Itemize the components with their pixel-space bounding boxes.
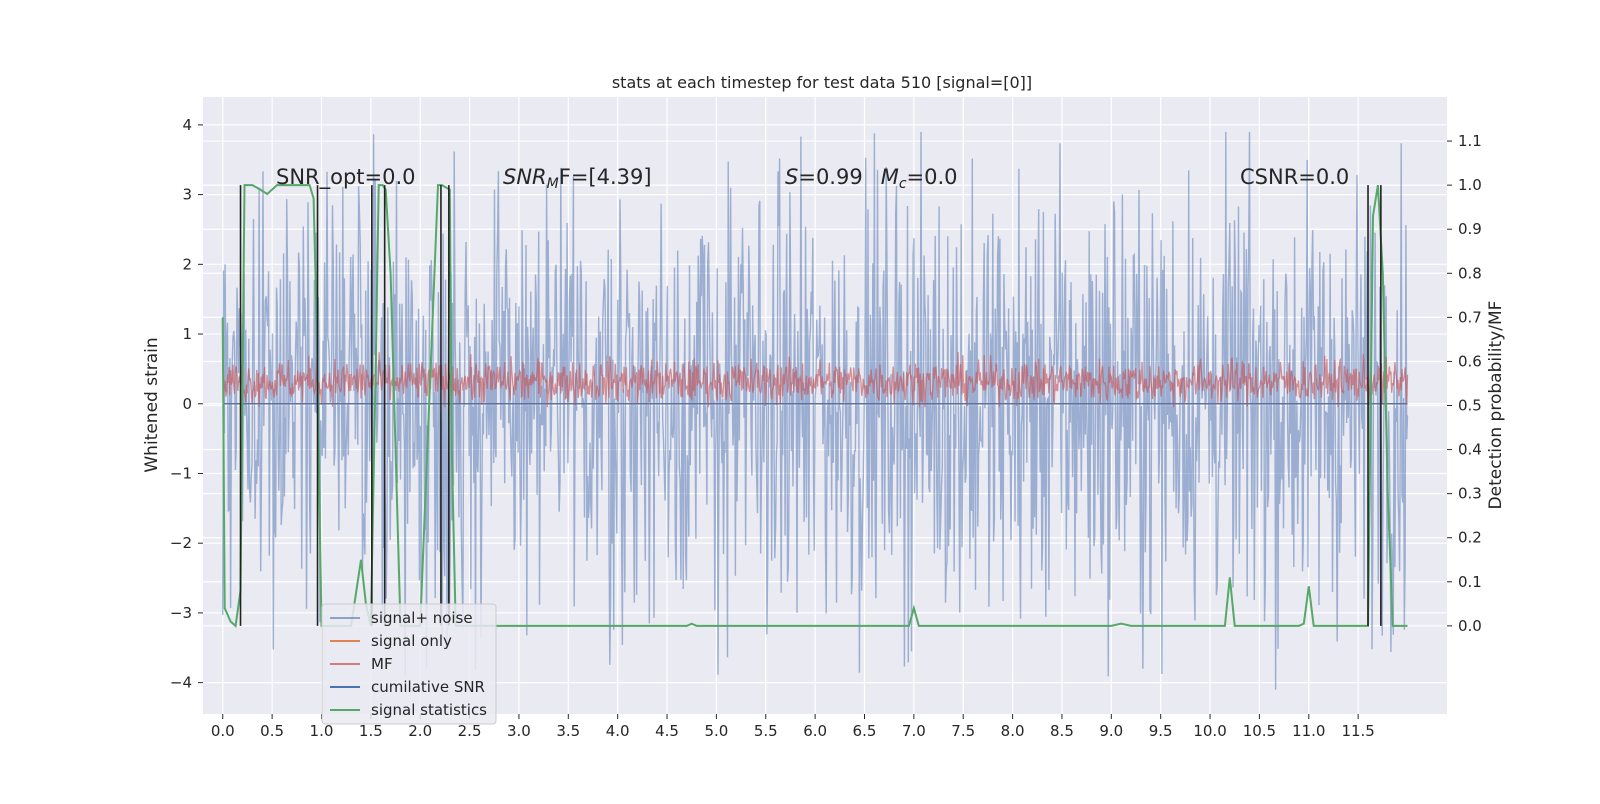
- x-tick-label: 8.0: [1001, 722, 1025, 740]
- y-right-tick-label: 0.2: [1458, 529, 1482, 547]
- y-left-tick-label: −1: [170, 464, 192, 482]
- s-symbol: S: [785, 165, 798, 189]
- chart-title: stats at each timestep for test data 510…: [612, 73, 1032, 92]
- y-left-tick-label: −2: [170, 534, 192, 552]
- annotation-snr-opt: SNR_opt=0.0: [276, 165, 416, 190]
- tick-labels: 0.0 0.5 1.0 1.5 2.0 2.5 3.0 3.5 4.0 4.5 5.0 5.5 6.0 6…: [170, 116, 1482, 740]
- mc-subscript: c: [899, 176, 907, 192]
- y-right-tick-label: 0.9: [1458, 220, 1482, 238]
- legend-label: signal+ noise: [371, 609, 473, 627]
- annotation-s-mc: S=0.99 Mc=0.0: [785, 165, 958, 192]
- y-left-tick-label: 2: [182, 255, 192, 273]
- y-right-tick-label: 0.5: [1458, 397, 1482, 415]
- snr-mf-symbol: SNR: [503, 165, 547, 189]
- legend-label: signal statistics: [371, 701, 487, 719]
- y-left-tick-label: 4: [182, 116, 192, 134]
- y-right-tick-label: 0.3: [1458, 485, 1482, 503]
- x-tick-label: 7.0: [902, 722, 926, 740]
- legend-label: cumilative SNR: [371, 678, 485, 696]
- x-tick-label: 10.0: [1193, 722, 1226, 740]
- x-tick-label: 4.5: [655, 722, 679, 740]
- y-axis-label-left: Whitened strain: [142, 337, 162, 472]
- x-tick-label: 8.5: [1050, 722, 1074, 740]
- x-tick-label: 9.0: [1099, 722, 1123, 740]
- y-right-tick-label: 0.7: [1458, 308, 1482, 326]
- annotation-snr-mf: SNRMF=[4.39]: [503, 165, 652, 192]
- x-tick-label: 0.5: [260, 722, 284, 740]
- y-right-tick-label: 0.8: [1458, 264, 1482, 282]
- mc-value: =0.0: [907, 165, 958, 189]
- x-tick-label: 11.0: [1292, 722, 1325, 740]
- vertical-markers: [239, 185, 1382, 626]
- legend-label: signal only: [371, 632, 452, 650]
- x-tick-label: 9.5: [1149, 722, 1173, 740]
- y-right-tick-label: 0.6: [1458, 352, 1482, 370]
- x-tick-label: 2.0: [408, 722, 432, 740]
- x-tick-label: 4.0: [606, 722, 630, 740]
- y-left-tick-label: 0: [182, 395, 192, 413]
- y-right-tick-label: 0.1: [1458, 573, 1482, 591]
- legend-label: MF: [371, 655, 393, 673]
- x-tick-label: 7.5: [951, 722, 975, 740]
- x-tick-label: 10.5: [1243, 722, 1276, 740]
- x-tick-label: 0.0: [211, 722, 235, 740]
- x-tick-label: 3.5: [556, 722, 580, 740]
- snr-mf-value: F=[4.39]: [559, 165, 652, 189]
- series-mf: [222, 351, 1409, 408]
- y-right-tick-label: 1.0: [1458, 176, 1482, 194]
- y-left-tick-label: 1: [182, 325, 192, 343]
- x-tick-label: 6.0: [803, 722, 827, 740]
- legend: signal+ noise signal only MF cumilative SNR…: [321, 603, 497, 725]
- x-tick-label: 3.0: [507, 722, 531, 740]
- annotation-csnr: CSNR=0.0: [1240, 165, 1349, 189]
- x-tick-label: 1.5: [359, 722, 383, 740]
- y-left-tick-label: −3: [170, 604, 192, 622]
- legend-box: [321, 603, 497, 725]
- s-value: =0.99: [798, 165, 862, 189]
- snr-mf-subscript: M: [547, 176, 559, 192]
- y-right-tick-label: 0.0: [1458, 617, 1482, 635]
- y-left-tick-label: −4: [170, 674, 192, 692]
- x-tick-label: 5.0: [704, 722, 728, 740]
- y-axis-label-right: Detection probability/MF: [1486, 301, 1506, 510]
- y-left-tick-label: 3: [182, 186, 192, 204]
- x-tick-label: 5.5: [754, 722, 778, 740]
- x-tick-label: 6.5: [853, 722, 877, 740]
- y-right-tick-label: 0.4: [1458, 441, 1482, 459]
- x-tick-label: 2.5: [458, 722, 482, 740]
- x-tick-label: 11.5: [1341, 722, 1374, 740]
- y-right-tick-label: 1.1: [1458, 132, 1482, 150]
- x-tick-label: 1.0: [310, 722, 334, 740]
- mc-symbol: M: [881, 165, 899, 189]
